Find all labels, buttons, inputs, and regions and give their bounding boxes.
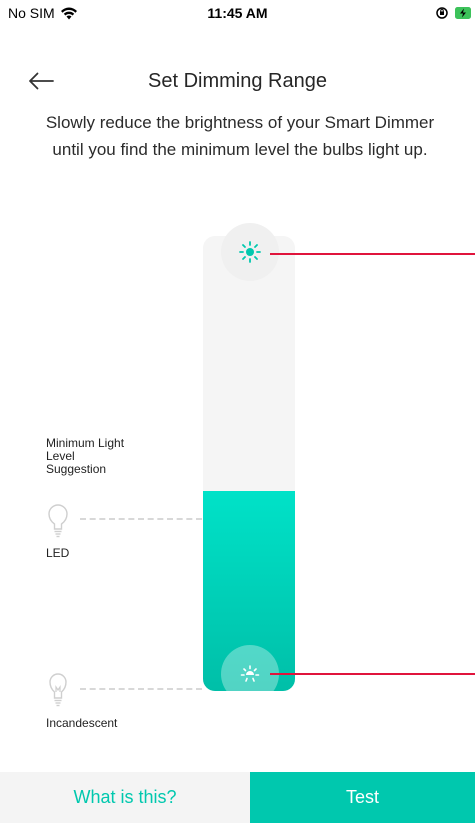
led-label: LED [46, 546, 70, 560]
incandescent-guide-line [80, 688, 202, 690]
status-time: 11:45 AM [207, 5, 268, 21]
sun-dim-icon [240, 665, 260, 682]
min-light-suggestion-label: Minimum Light Level Suggestion [46, 436, 125, 476]
max-brightness-handle[interactable] [221, 223, 279, 281]
status-carrier: No SIM [8, 5, 78, 21]
min-brightness-handle[interactable] [221, 645, 279, 703]
max-level-marker [270, 253, 475, 255]
wifi-icon [60, 7, 77, 19]
dimmer-slider-track[interactable] [203, 236, 295, 691]
what-is-this-button[interactable]: What is this? [0, 772, 250, 823]
led-guide-line [80, 518, 202, 520]
sun-bright-icon [239, 241, 261, 263]
min-level-marker [270, 673, 475, 675]
bottom-action-bar: What is this? Test [0, 772, 475, 823]
nav-bar: Set Dimming Range [0, 62, 475, 102]
arrow-left-icon [29, 72, 54, 90]
status-right-icons [435, 6, 473, 20]
page-title: Set Dimming Range [148, 70, 327, 92]
led-bulb-icon [48, 504, 68, 538]
carrier-label: No SIM [8, 5, 55, 21]
incandescent-bulb-icon [49, 673, 67, 707]
orientation-lock-icon [436, 7, 448, 19]
back-button[interactable] [28, 64, 68, 98]
dimmer-slider-fill [203, 490, 295, 691]
test-button[interactable]: Test [250, 772, 475, 823]
battery-charging-icon [455, 7, 471, 19]
status-bar: No SIM 11:45 AM [0, 0, 475, 30]
instructions-text: Slowly reduce the brightness of your Sma… [45, 113, 435, 159]
incandescent-label: Incandescent [46, 716, 118, 730]
